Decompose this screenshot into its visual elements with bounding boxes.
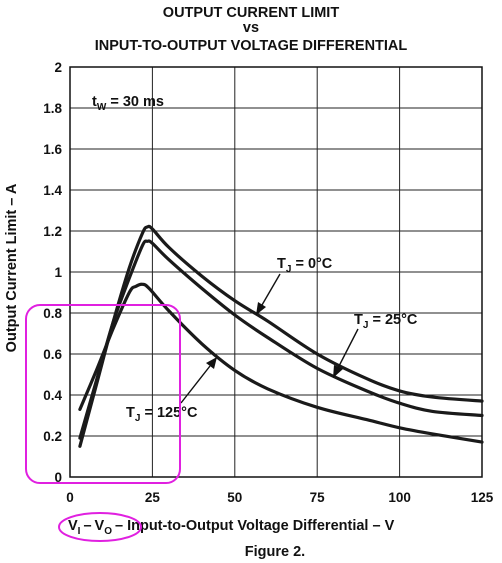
x-tick-label-3: 75: [310, 490, 326, 505]
highlight-ellipse: [58, 512, 142, 542]
y-tick-label-5: 1: [54, 265, 62, 280]
series-line-1: [78, 239, 484, 440]
series-2-label-main: T: [126, 405, 135, 421]
series-2-label-sub: J: [135, 413, 141, 424]
x-axis-label: VI – VO – Input-to-Output Voltage Different…: [68, 518, 395, 537]
series-1-label-sub: J: [363, 320, 369, 331]
y-tick-label-8: 1.6: [43, 142, 62, 157]
x-axis-vi: V: [68, 518, 78, 534]
series-2-label-rest: = 125°C: [140, 405, 198, 421]
y-tick-label-6: 1.2: [43, 224, 62, 239]
curve-layer: [78, 224, 484, 448]
series-0-label-rest: = 0°C: [291, 256, 332, 272]
x-tick-label-5: 125: [471, 490, 494, 505]
chart-title-line1: OUTPUT CURRENT LIMIT: [163, 5, 340, 21]
x-tick-label-1: 25: [145, 490, 161, 505]
x-axis-sep: –: [83, 518, 91, 534]
chart-title-line3: INPUT-TO-OUTPUT VOLTAGE DIFFERENTIAL: [95, 38, 408, 54]
leader-25c: [333, 328, 359, 378]
x-axis-vi-sub: I: [78, 526, 81, 537]
y-tick-label-7: 1.4: [43, 183, 62, 198]
series-line-0: [78, 224, 484, 448]
series-1-label-rest: = 25°C: [368, 312, 417, 328]
x-tick-label-4: 100: [388, 490, 411, 505]
y-tick-label-2: 0.4: [43, 388, 62, 403]
series-label-0c: TJ = 0°C: [277, 256, 333, 275]
y-tick-label-1: 0.2: [43, 429, 62, 444]
y-axis-label: Output Current Limit – A: [4, 183, 20, 352]
condition-main: t: [92, 94, 97, 110]
condition-label: tW = 30 ms: [92, 94, 164, 113]
series-label-25c: TJ = 25°C: [354, 312, 418, 331]
leader-0c: [256, 273, 281, 315]
y-tick-labels: 0 0.2 0.4 0.6 0.8 1 1.2 1.4 1.6 1.8 2: [43, 60, 62, 485]
plot-frame: [69, 66, 483, 478]
y-tick-label-9: 1.8: [43, 101, 62, 116]
condition-sub: W: [97, 102, 107, 113]
arrowhead-0c: [256, 302, 266, 315]
y-tick-label-3: 0.6: [43, 347, 62, 362]
y-tick-label-10: 2: [54, 60, 62, 75]
figure-caption: Figure 2.: [245, 544, 305, 560]
chart-title-line2: vs: [243, 20, 259, 36]
arrowhead-125c: [206, 357, 217, 369]
series-0-label-main: T: [277, 256, 286, 272]
highlight-box: [25, 304, 181, 484]
x-tick-label-2: 50: [227, 490, 242, 505]
series-1-label-main: T: [354, 312, 363, 328]
x-axis-vo-sub: O: [104, 526, 112, 537]
x-tick-labels: 0 25 50 75 100 125: [66, 490, 494, 505]
y-tick-label-4: 0.8: [43, 306, 62, 321]
arrowhead-25c: [333, 365, 343, 378]
x-axis-rest: – Input-to-Output Voltage Differential –…: [115, 518, 395, 534]
y-tick-label-0: 0: [54, 470, 62, 485]
series-label-125c: TJ = 125°C: [126, 405, 198, 424]
leader-125c: [180, 357, 217, 404]
x-axis-vo: V: [95, 518, 105, 534]
condition-rest: = 30 ms: [106, 94, 164, 110]
x-tick-label-0: 0: [66, 490, 74, 505]
series-line-2: [78, 282, 484, 444]
series-0-label-sub: J: [286, 264, 292, 275]
